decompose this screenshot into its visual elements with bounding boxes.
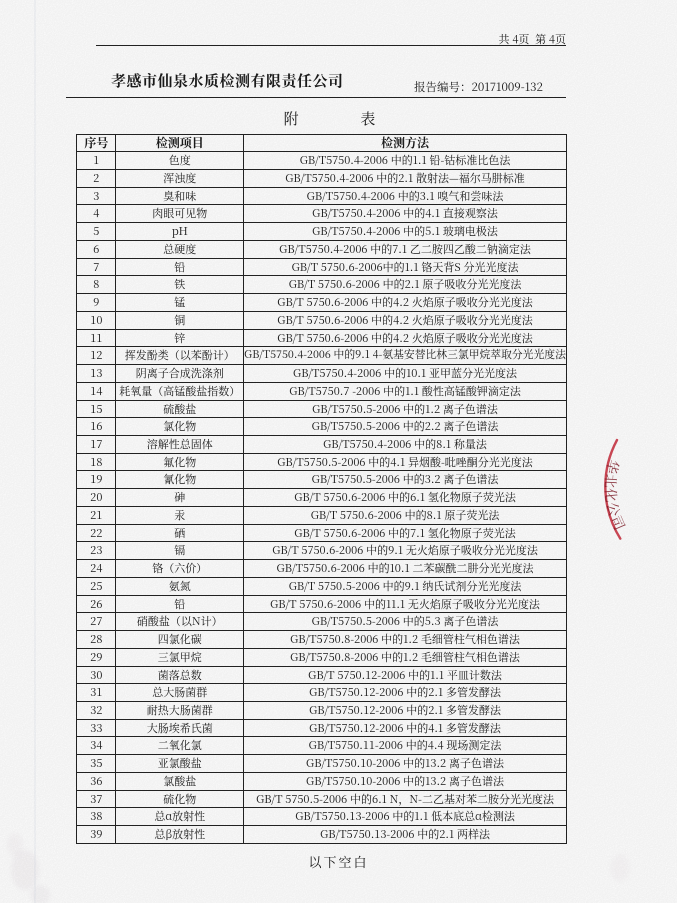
svg-text:华北化公司: 华北化公司	[600, 458, 630, 534]
